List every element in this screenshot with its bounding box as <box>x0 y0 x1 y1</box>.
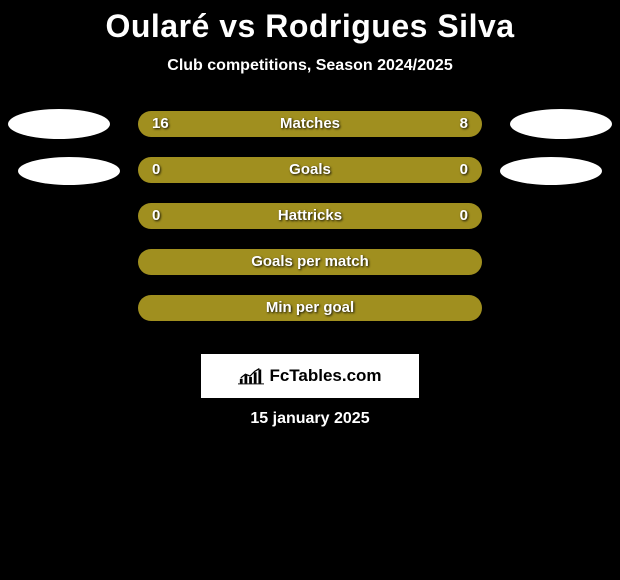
stat-right-value: 0 <box>460 203 468 229</box>
stat-row: 0Hattricks0 <box>0 203 620 229</box>
stat-label: Matches <box>138 111 482 137</box>
stat-bar: Goals per match <box>138 249 482 275</box>
stat-label: Hattricks <box>138 203 482 229</box>
subtitle: Club competitions, Season 2024/2025 <box>0 45 620 75</box>
stat-bar: Min per goal <box>138 295 482 321</box>
stat-row: Min per goal <box>0 295 620 321</box>
stat-row: Goals per match <box>0 249 620 275</box>
stat-label: Min per goal <box>138 295 482 321</box>
stat-bar: 16Matches8 <box>138 111 482 137</box>
badge-text: FcTables.com <box>269 366 381 386</box>
stat-row: 16Matches8 <box>0 111 620 137</box>
source-badge: FcTables.com <box>201 354 419 398</box>
stat-right-value: 0 <box>460 157 468 183</box>
page-title: Oularé vs Rodrigues Silva <box>0 0 620 45</box>
stat-bar: 0Hattricks0 <box>138 203 482 229</box>
date-text: 15 january 2025 <box>0 410 620 428</box>
stats-container: 16Matches80Goals00Hattricks0Goals per ma… <box>0 111 620 321</box>
bars-icon <box>238 367 264 385</box>
stat-row: 0Goals0 <box>0 157 620 183</box>
stat-right-value: 8 <box>460 111 468 137</box>
stat-label: Goals <box>138 157 482 183</box>
stat-bar: 0Goals0 <box>138 157 482 183</box>
stat-label: Goals per match <box>138 249 482 275</box>
